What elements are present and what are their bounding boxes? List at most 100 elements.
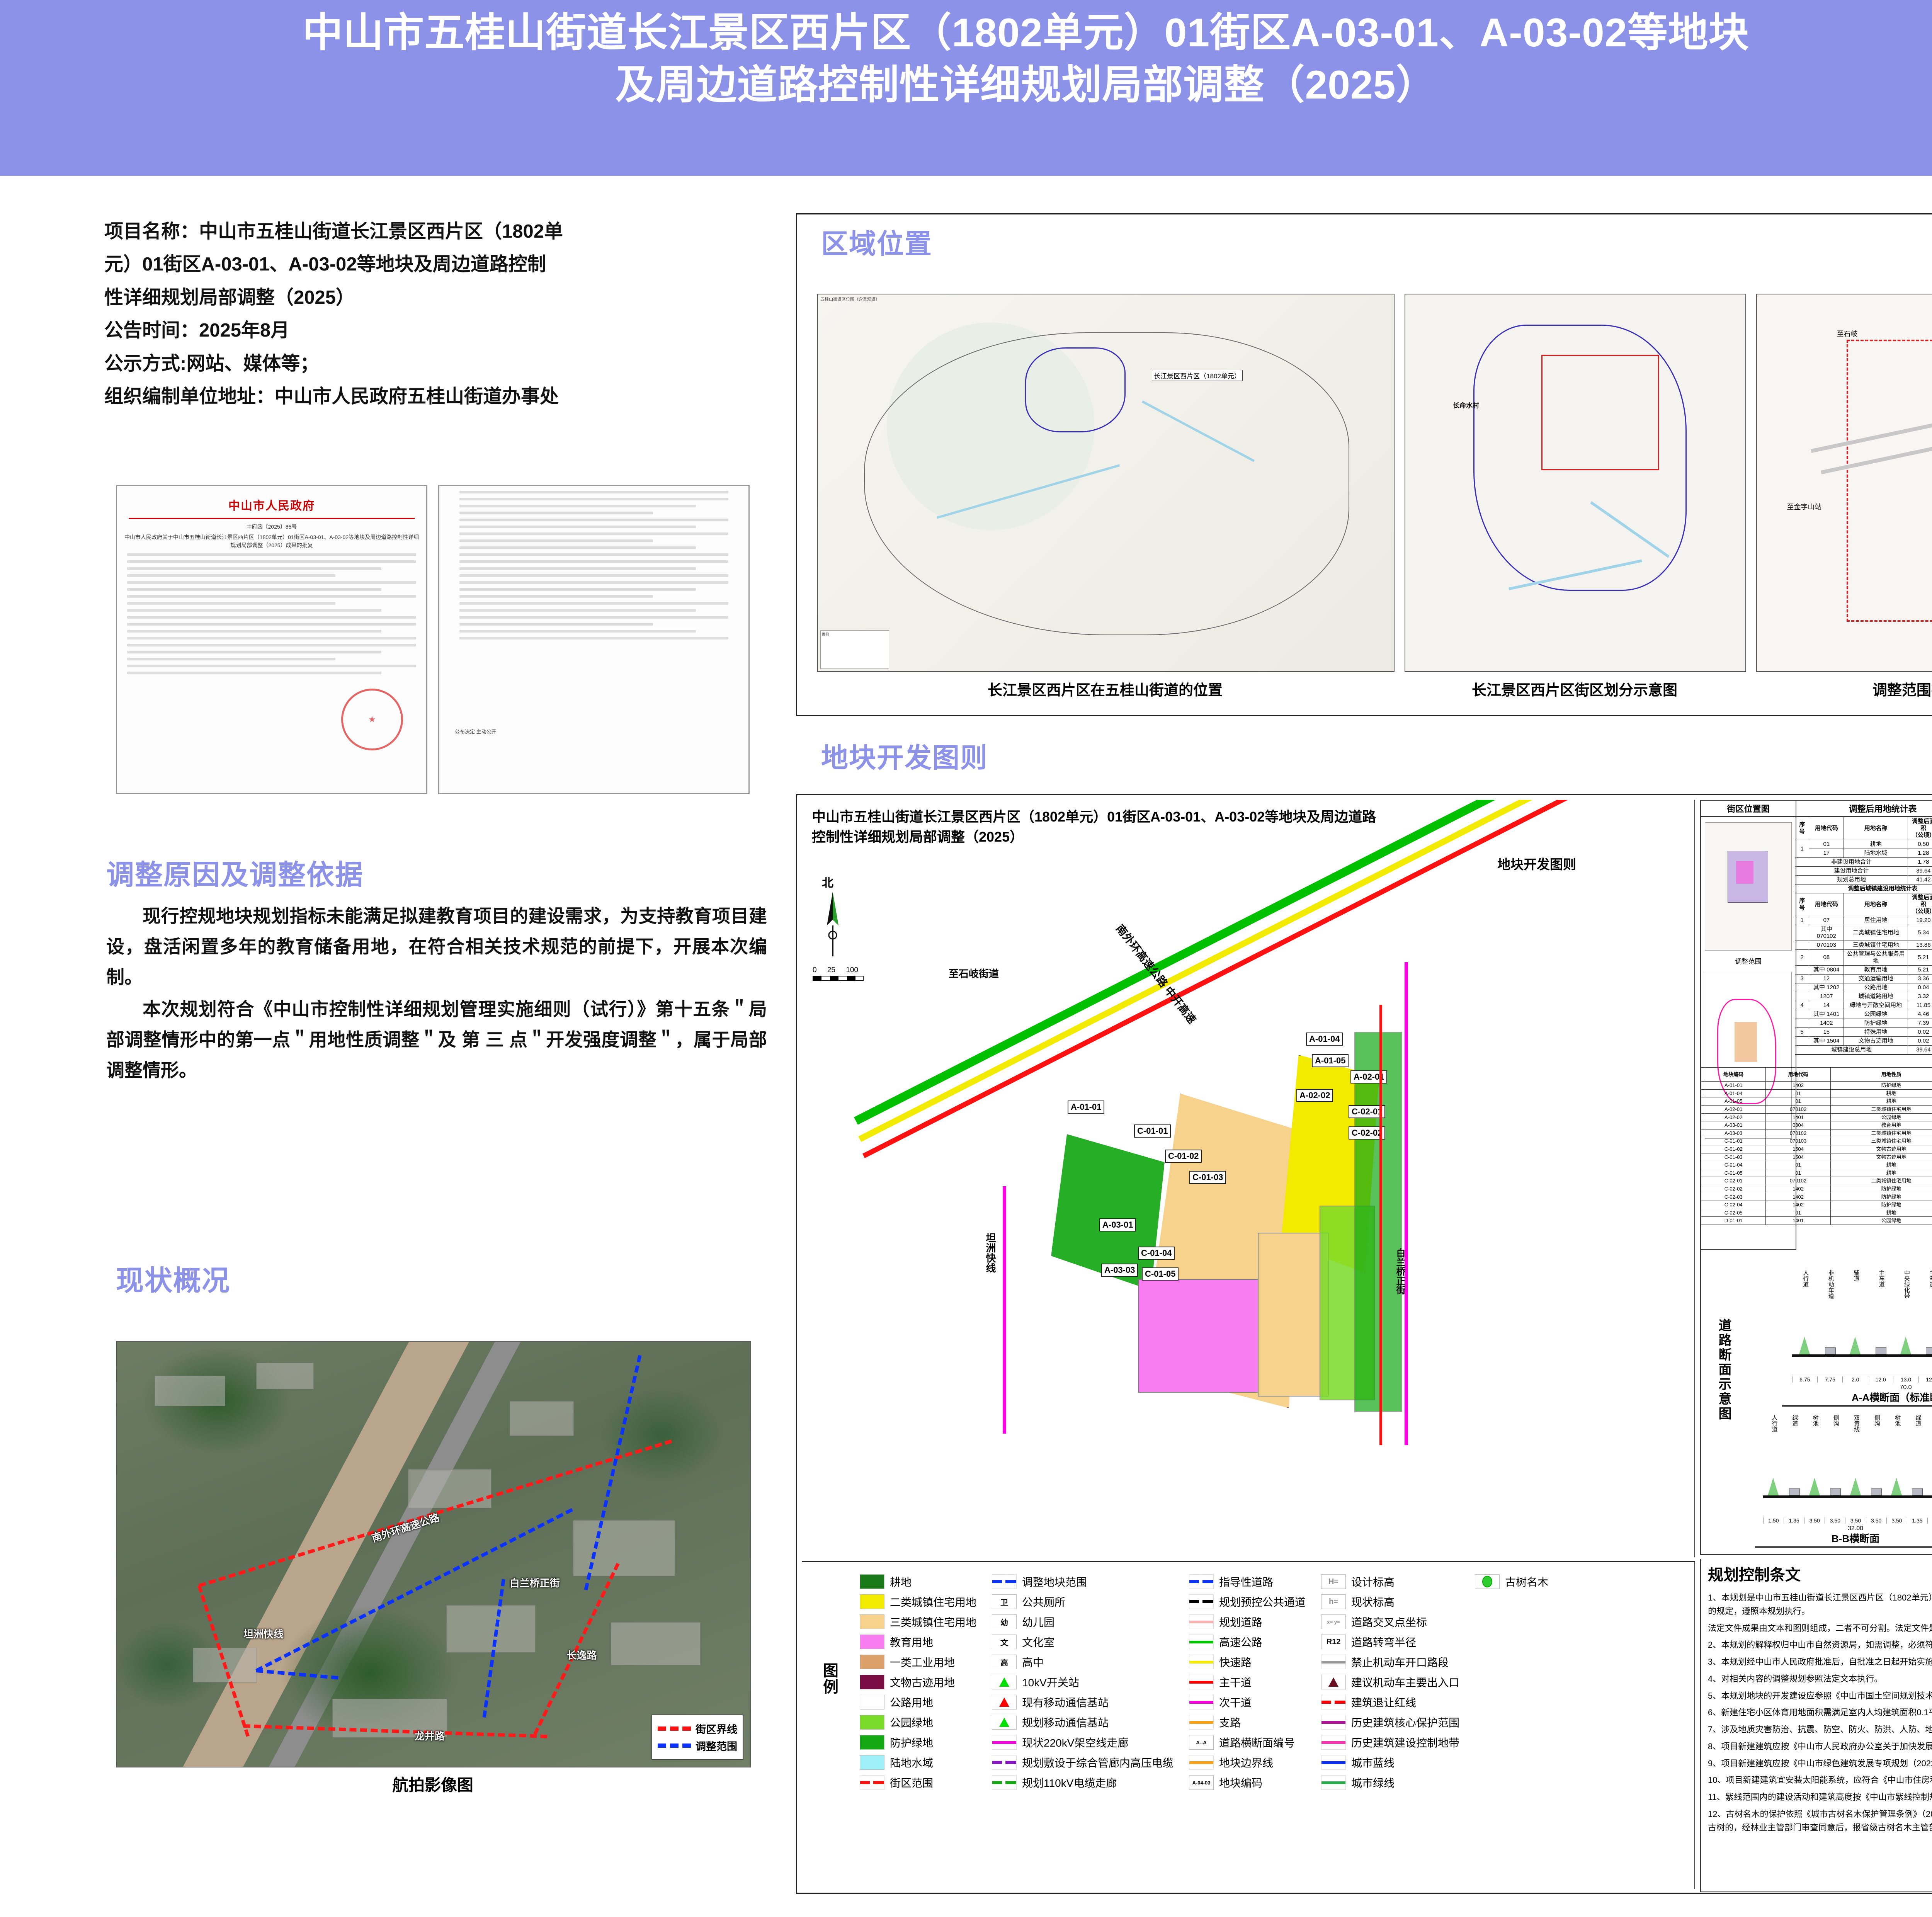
index-cell: A-02-01 xyxy=(1701,1105,1766,1114)
legend-swatch-fill xyxy=(860,1695,884,1709)
legend-swatch-dashed-line xyxy=(1189,1594,1214,1609)
legend-item: 支路 xyxy=(1189,1715,1306,1730)
road-section-drawing: 人行道绿道树池侧沟双黄线侧沟树池绿道人行道 xyxy=(1755,1413,1932,1502)
index-cell: C-02-01 xyxy=(1701,1177,1766,1185)
index-table-row: C-01-021504文物古迹用地225.12————————廖氏宗祠——历史建… xyxy=(1701,1145,1932,1153)
legend-item: 建议机动车主要出入口 xyxy=(1321,1674,1459,1690)
aerial-photo: 南外环高速公路 坦洲快线 龙井路 白兰桥正街 长逸路 街区界线 调整范围 xyxy=(116,1341,751,1767)
landuse-cell xyxy=(1794,1010,1810,1019)
legend-label: 图例 xyxy=(823,1662,838,1696)
index-header-cell: 用地代码 xyxy=(1765,1067,1831,1082)
index-cell: 二类城镇住宅用地 xyxy=(1830,1177,1932,1185)
parcel-label: A-01-04 xyxy=(1306,1032,1343,1046)
tree-icon xyxy=(1768,1478,1779,1495)
legend-swatch-line xyxy=(992,1735,1017,1750)
legend-item: 幼幼儿园 xyxy=(992,1614,1173,1630)
road-section-dimension: 3.50 xyxy=(1804,1517,1825,1524)
project-info-line: 项目名称：中山市五桂山街道长江景区西片区（1802单 xyxy=(104,221,563,242)
terms-paragraph: 5、本规划地块的开发建设应参照《中山市国土空间规划技术标准与准则》（2023版）… xyxy=(1708,1691,1932,1701)
legend-item: 教育用地 xyxy=(860,1634,976,1650)
landuse-cell: 01 xyxy=(1809,840,1844,849)
landuse-cell: 1 xyxy=(1794,840,1810,858)
tables-area: 街区位置图 调整范围 调整后用地统计表 序号用地代码用地名称调整后面积（公顷）占… xyxy=(1700,800,1932,1250)
tree-icon xyxy=(1900,1337,1911,1354)
landuse-header-cell: 调整后面积（公顷） xyxy=(1908,817,1932,840)
road-section-dimension: 6.75 xyxy=(1792,1376,1817,1383)
legend-item-label: 现状220kV架空线走廊 xyxy=(1022,1737,1129,1749)
landuse-cell: 5.34 xyxy=(1908,925,1932,941)
legend-item-label: 城市绿线 xyxy=(1351,1777,1395,1789)
legend-swatch-fill xyxy=(860,1594,884,1609)
index-cell: 1402 xyxy=(1765,1184,1831,1193)
approval-document-left: 中山市人民政府 中府函〔2025〕85号 中山市人民政府关于中山市五桂山街道长江… xyxy=(116,485,427,794)
legend-swatch-dashed-line xyxy=(992,1574,1017,1589)
index-cell: 耕地 xyxy=(1830,1097,1932,1106)
legend-box: 图例 耕地 二类城镇住宅用地 三类城镇住宅用地 教育用地 一类工业用地 文物古迹用地 公路用… xyxy=(802,1561,1695,1889)
tree-icon xyxy=(1891,1478,1902,1495)
parcel-C-01-02-area[interactable] xyxy=(1258,1233,1329,1397)
terms-paragraph: 12、古树名木的保护依照《城市古树名木保护管理条例》（2000年）、《广东省城市… xyxy=(1708,1809,1932,1832)
road-sections-box: 道路断面示意图 人行道非机动车道辅道主车道中央绿化带主车道辅道非机动车道人行道6… xyxy=(1700,1260,1932,1555)
compass-icon xyxy=(827,892,838,956)
reason-paragraph: 本次规划符合《中山市控制性详细规划管理实施细则（试行）》第十五条＂局部调整情形中… xyxy=(106,998,767,1080)
legend-item-label: 现有移动通信基站 xyxy=(1022,1697,1109,1709)
index-table-row: C-01-01070103三类城镇住宅用地138628.30—————————— xyxy=(1701,1137,1932,1145)
legend-column-2: 调整地块范围卫公共厕所幼幼儿园文文化室高高中 10kV开关站 现有移动通信基站 规划移… xyxy=(992,1574,1173,1790)
legend-swatch-icon: 高 xyxy=(992,1655,1017,1669)
locmap-title: 街区位置图 xyxy=(1701,801,1796,817)
legend-item: 规划预控公共通道 xyxy=(1189,1594,1306,1609)
reason-section: 调整原因及调整依据 现行控规地块规划指标未能满足拟建教育项目的建设需求，为支持教… xyxy=(106,852,767,1087)
project-info-list: 项目名称：中山市五桂山街道长江景区西片区（1802单 元）01街区A-03-01… xyxy=(104,216,769,412)
legend-swatch-triangle-icon xyxy=(992,1675,1017,1689)
legend-swatch-icon: 幼 xyxy=(992,1614,1017,1629)
road-section-part-label: 辅道 xyxy=(1853,1270,1860,1281)
legend-item: 陆地水域 xyxy=(860,1755,976,1770)
legend-item: H= 设计标高 xyxy=(1321,1574,1459,1589)
document-right-text xyxy=(449,491,738,640)
project-info-line: 公告时间：2025年8月 xyxy=(104,320,290,341)
legend-item: 指导性道路 xyxy=(1189,1574,1306,1589)
status-photo-block: 南外环高速公路 坦洲快线 龙井路 白兰桥正街 长逸路 街区界线 调整范围 航拍影… xyxy=(116,1341,751,1794)
road-section-part-label: 侧沟 xyxy=(1832,1415,1839,1426)
road-section-dimension: 1.50 xyxy=(1763,1517,1784,1524)
region-map-3-extra2: 至金字山站 xyxy=(1787,503,1822,511)
index-cell: 耕地 xyxy=(1830,1208,1932,1217)
legend-column-1: 耕地 二类城镇住宅用地 三类城镇住宅用地 教育用地 一类工业用地 文物古迹用地 公路用地 公园… xyxy=(860,1574,976,1790)
legend-swatch-fill xyxy=(860,1635,884,1649)
index-cell: C-02-02 xyxy=(1701,1184,1766,1193)
legend-item: 耕地 xyxy=(860,1574,976,1589)
terms-paragraph: 3、本规划经中山市人民政府批准后，自批准之日起开始实施。 xyxy=(1708,1657,1932,1667)
landuse-cell: 0.04 xyxy=(1908,983,1932,992)
landuse-cell: 居住用地 xyxy=(1844,916,1908,925)
parcel-label: A-02-02 xyxy=(1296,1089,1333,1102)
legend-item: 快速路 xyxy=(1189,1654,1306,1670)
aerial-photo-caption: 航拍影像图 xyxy=(392,1776,473,1794)
legend-swatch-fill xyxy=(860,1715,884,1730)
index-cell: 0804 xyxy=(1765,1121,1831,1129)
terms-paragraph: 8、项目新建建筑应按《中山市人民政府办公室关于加快发展装配式建筑的实施意见》（中… xyxy=(1708,1741,1932,1751)
legend-item-label: 一类工业用地 xyxy=(890,1657,955,1669)
legend-swatch-triangle-icon xyxy=(992,1695,1017,1709)
road-section-dimension: 3.50 xyxy=(1825,1517,1845,1524)
region-map-2: 长命水村 xyxy=(1405,294,1746,672)
legend-item-label: 地块边界线 xyxy=(1219,1757,1274,1769)
legend-item-label: 调整地块范围 xyxy=(1022,1576,1087,1588)
road-section-drawing: 人行道非机动车道辅道主车道中央绿化带主车道辅道非机动车道人行道 xyxy=(1782,1268,1932,1361)
landuse-sub-header-cell: 调整后面积（公顷） xyxy=(1908,893,1932,916)
index-header-cell: 地块编码 xyxy=(1701,1067,1766,1082)
legend-item: 街区范围 xyxy=(860,1775,976,1790)
legend-swatch-dashed-line xyxy=(1321,1695,1346,1709)
legend-swatch-icon: h= xyxy=(1321,1594,1346,1609)
parcel-A-03-01[interactable] xyxy=(1138,1279,1259,1393)
road-section-dimension: 7.75 xyxy=(1817,1376,1842,1383)
parcel-A-01-05[interactable] xyxy=(1354,1032,1402,1412)
landuse-cell: 15 xyxy=(1809,1027,1844,1037)
landuse-cell: 14 xyxy=(1809,1001,1844,1010)
road-sections-diagrams: 人行道非机动车道辅道主车道中央绿化带主车道辅道非机动车道人行道6.757.752… xyxy=(1743,1264,1932,1552)
legend-swatch-line xyxy=(1189,1635,1214,1649)
landuse-cell: 公园绿地 xyxy=(1844,1010,1908,1019)
legend-item: 10kV开关站 xyxy=(992,1674,1173,1690)
photo-road-label: 白兰桥正街 xyxy=(509,1577,560,1589)
index-cell: 1504 xyxy=(1765,1153,1831,1162)
